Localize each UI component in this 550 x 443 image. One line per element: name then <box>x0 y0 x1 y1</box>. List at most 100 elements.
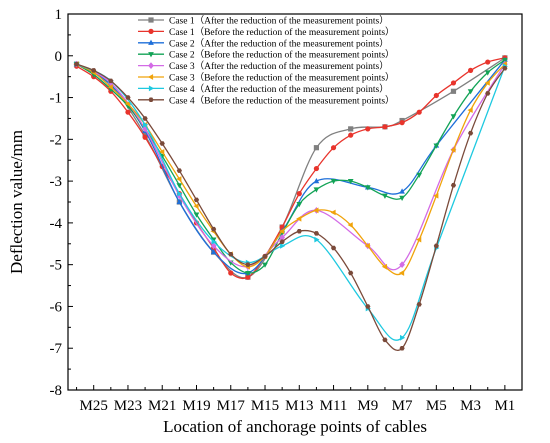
y-tick-label: -4 <box>50 216 63 232</box>
data-point <box>484 70 491 76</box>
data-point <box>176 198 183 205</box>
data-point <box>313 207 319 214</box>
data-point <box>382 124 388 130</box>
legend: Case 1（After the reduction of the measur… <box>138 15 395 106</box>
data-point <box>296 202 303 208</box>
data-point <box>313 145 320 151</box>
x-tick-label: M25 <box>80 398 108 414</box>
data-point <box>484 80 490 86</box>
data-point <box>416 109 422 115</box>
data-point <box>382 337 388 343</box>
x-tick-label: M19 <box>182 398 210 414</box>
series-line <box>76 63 506 271</box>
legend-marker <box>148 39 154 45</box>
data-point <box>280 243 286 249</box>
data-point <box>313 165 320 172</box>
data-point <box>330 145 337 151</box>
data-point <box>399 334 406 341</box>
data-point <box>330 209 336 216</box>
data-point <box>468 67 474 73</box>
data-point <box>433 243 439 249</box>
series-8 <box>73 61 508 352</box>
legend-item: Case 3（Before the reduction of the measu… <box>138 72 395 84</box>
data-point <box>433 143 440 149</box>
x-tick-label: M5 <box>426 398 447 414</box>
legend-label: Case 2（Before the reduction of the measu… <box>169 49 395 61</box>
y-tick-label: -7 <box>50 341 63 357</box>
data-point <box>142 125 148 133</box>
data-point <box>296 191 302 197</box>
y-tick-label: -2 <box>50 132 63 148</box>
x-tick-label: M17 <box>217 398 246 414</box>
data-point <box>467 89 474 95</box>
data-point <box>399 188 405 194</box>
legend-marker <box>148 28 154 34</box>
data-point <box>314 236 320 243</box>
data-point <box>450 80 457 86</box>
y-tick-label: -6 <box>50 299 63 315</box>
data-point <box>73 61 80 67</box>
data-point <box>382 193 388 199</box>
data-point <box>142 134 148 140</box>
legend-label: Case 1（After the reduction of the measur… <box>169 15 389 27</box>
data-point <box>399 120 405 126</box>
data-point <box>399 261 405 269</box>
data-point <box>330 245 337 251</box>
y-tick-label: -3 <box>50 174 63 190</box>
data-point <box>296 215 302 222</box>
y-tick-label: 1 <box>55 7 63 23</box>
data-point <box>347 222 353 228</box>
y-tick-label: -1 <box>50 91 63 107</box>
data-point <box>159 149 165 155</box>
data-point <box>467 107 473 113</box>
legend-label: Case 1（Before the reduction of the measu… <box>169 26 395 38</box>
x-tick-label: M15 <box>251 398 279 414</box>
data-point <box>330 179 337 185</box>
x-tick-label: M11 <box>320 398 348 414</box>
data-point <box>502 66 508 71</box>
legend-item: Case 1（After the reduction of the measur… <box>138 15 389 27</box>
data-point <box>210 242 217 250</box>
x-tick-label: M21 <box>148 398 176 414</box>
series-group <box>73 55 508 352</box>
legend-item: Case 4（After the reduction of the measur… <box>138 83 389 95</box>
data-point <box>433 192 439 199</box>
data-point <box>398 270 405 276</box>
y-axis-title: Deflection value/mm <box>7 130 26 274</box>
data-point <box>107 84 113 90</box>
data-point <box>450 146 456 153</box>
data-point <box>125 95 131 100</box>
x-tick-label: M7 <box>392 398 413 414</box>
data-point <box>450 88 457 94</box>
data-point <box>416 302 422 307</box>
data-point <box>450 183 457 188</box>
data-point <box>108 78 114 84</box>
data-point <box>210 249 217 255</box>
legend-item: Case 2（Before the reduction of the measu… <box>138 49 395 61</box>
data-point <box>176 176 182 182</box>
data-point <box>433 92 439 99</box>
data-point <box>193 212 200 218</box>
data-point <box>313 187 320 193</box>
data-point <box>177 190 183 197</box>
data-point <box>245 274 251 280</box>
x-tick-label: M3 <box>460 398 481 414</box>
data-point <box>176 183 183 189</box>
data-point <box>124 100 131 107</box>
legend-item: Case 3（After the reduction of the measur… <box>138 60 389 72</box>
data-point <box>313 231 320 236</box>
data-point <box>193 203 199 210</box>
data-point <box>193 197 200 203</box>
data-point <box>364 243 370 249</box>
data-point <box>485 91 491 96</box>
legend-label: Case 4（Before the reduction of the measu… <box>169 94 395 106</box>
data-point <box>502 57 508 64</box>
data-point <box>176 168 182 173</box>
x-tick-label: M23 <box>114 398 142 414</box>
data-point <box>279 228 285 235</box>
data-point <box>416 172 423 178</box>
legend-marker <box>148 97 154 103</box>
legend-label: Case 2（After the reduction of the measur… <box>169 37 389 49</box>
x-axis-title: Location of anchorage points of cables <box>163 417 427 436</box>
legend-marker <box>147 74 154 80</box>
